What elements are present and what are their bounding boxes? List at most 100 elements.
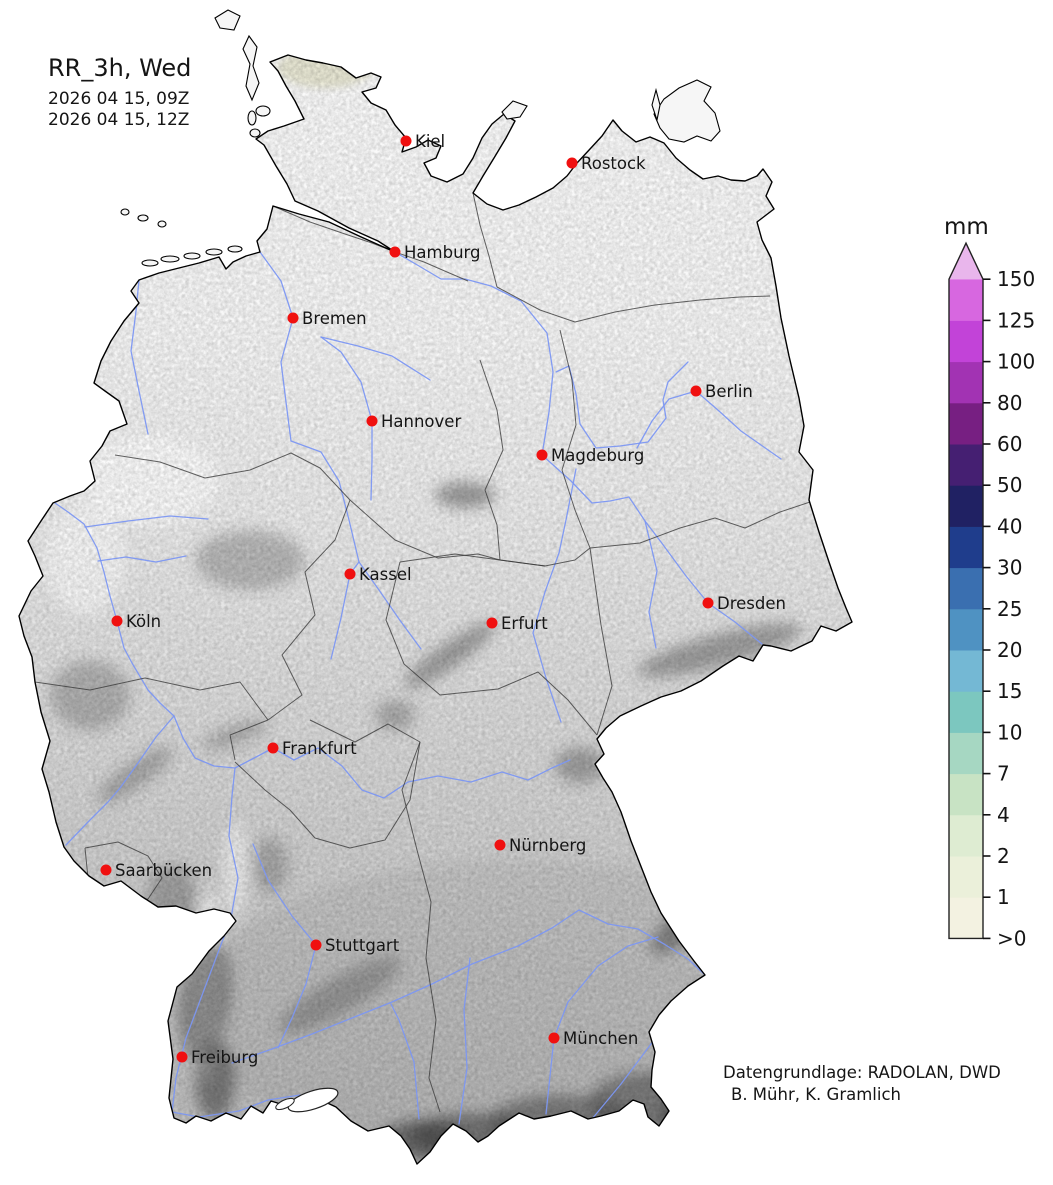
city-label: Frankfurt [282, 739, 357, 758]
river-mosel [65, 715, 175, 846]
colorbar-segment [949, 485, 983, 527]
colorbar-tick-label: 7 [997, 762, 1010, 786]
river-mulde [644, 520, 658, 649]
river-elbe [394, 251, 763, 645]
city-dot [690, 385, 702, 397]
river-lippe [84, 515, 209, 528]
city-dot [400, 135, 412, 147]
city-label: Freiburg [191, 1048, 258, 1067]
city-label: Stuttgart [325, 936, 400, 955]
colorbar-frame [948, 241, 984, 940]
river-isar [545, 936, 659, 1115]
city-label: Hannover [381, 412, 461, 431]
colorbar-segment [949, 526, 983, 569]
lake-bodensee-west [275, 1097, 295, 1111]
city-label: Nürnberg [509, 836, 586, 855]
colorbar-tick-label: 50 [997, 473, 1022, 497]
city-label: Kiel [415, 132, 445, 151]
city-label: Rostock [581, 154, 646, 173]
colorbar: >0 1 2 4 7 10 15 20 25 30 40 50 60 80 100 125 150 mm [944, 214, 1035, 950]
island-ruegen [653, 79, 721, 143]
colorbar-tick-label: 150 [997, 267, 1035, 291]
city-marker: München [548, 1029, 638, 1048]
island-sylt [242, 34, 260, 102]
city-marker: Frankfurt [267, 739, 357, 758]
island-roemoe [214, 9, 241, 31]
city-dot [267, 742, 279, 754]
city-marker: Hamburg [389, 243, 481, 262]
colorbar-tick-label: 15 [997, 679, 1022, 703]
river-iller [390, 1003, 420, 1120]
island-langeoog [205, 248, 223, 256]
colorbar-segment [949, 732, 983, 775]
cities-layer: Kiel Rostock Hamburg Bremen Berlin Hannover Ma… [100, 132, 786, 1067]
city-dot [100, 864, 112, 876]
city-dot [111, 615, 123, 627]
city-dot [344, 568, 356, 580]
city-dot [310, 939, 322, 951]
colorbar-tick-label: 10 [997, 720, 1022, 744]
city-dot [494, 839, 506, 851]
island-norderney [183, 252, 201, 260]
city-dot [287, 312, 299, 324]
colorbar-tick-label: 100 [997, 350, 1035, 374]
city-dot [486, 617, 498, 629]
river-lech [458, 957, 471, 1125]
colorbar-segment [949, 279, 983, 321]
island-pellworm [249, 128, 261, 138]
city-label: Hamburg [404, 243, 481, 262]
city-label: Bremen [302, 309, 367, 328]
map-subtitle-end: 2026 04 15, 12Z [48, 110, 189, 130]
river-danube [231, 909, 706, 1064]
city-dot [548, 1032, 560, 1044]
city-dot [366, 415, 378, 427]
colorbar-segment [949, 650, 983, 692]
city-label: Berlin [705, 382, 753, 401]
colorbar-segment [949, 444, 983, 486]
attribution-authors: B. Mühr, K. Gramlich [731, 1085, 901, 1104]
island-wangerooge [227, 245, 243, 253]
island-borkum [141, 259, 159, 267]
colorbar-tick-label: 4 [997, 803, 1010, 827]
colorbar-unit-label: mm [944, 214, 989, 240]
colorbar-tick-label: 40 [997, 514, 1022, 538]
colorbar-segment [949, 361, 983, 404]
colorbar-ticks: >0 1 2 4 7 10 15 20 25 30 40 50 60 80 100 125 150 [983, 267, 1035, 950]
island-fehmarn [501, 100, 528, 120]
city-marker: Freiburg [176, 1048, 258, 1067]
city-marker: Bremen [287, 309, 367, 328]
colorbar-segment [949, 814, 983, 857]
colorbar-segment [949, 402, 983, 445]
colorbar-segment [949, 691, 983, 733]
map-subtitle-start: 2026 04 15, 09Z [48, 89, 189, 109]
colorbar-segment [949, 897, 983, 939]
river-leine [320, 336, 373, 501]
colorbar-tick-label: 20 [997, 638, 1022, 662]
island-hiddensee [651, 87, 661, 123]
city-label: Magdeburg [551, 446, 644, 465]
colorbar-tick-label: 80 [997, 391, 1022, 415]
river-rhine [54, 502, 301, 1118]
river-main [234, 747, 571, 799]
city-marker: Magdeburg [536, 446, 644, 465]
colorbar-tick-label: 125 [997, 308, 1035, 332]
river-saale [532, 468, 577, 723]
city-dot [536, 449, 548, 461]
city-label: Erfurt [501, 614, 548, 633]
colorbar-tick-label: >0 [997, 926, 1026, 950]
colorbar-segment [949, 320, 983, 363]
city-dot [176, 1051, 188, 1063]
city-label: Kassel [359, 565, 412, 584]
map-title: RR_3h, Wed [48, 54, 191, 82]
colorbar-segments [949, 279, 983, 939]
river-ruhr [97, 555, 187, 563]
city-dot [702, 597, 714, 609]
river-weser [259, 251, 360, 563]
city-marker: Dresden [702, 594, 786, 613]
city-marker: Erfurt [486, 614, 548, 633]
city-marker: Kassel [344, 565, 412, 584]
city-marker: Saarbücken [100, 861, 212, 880]
